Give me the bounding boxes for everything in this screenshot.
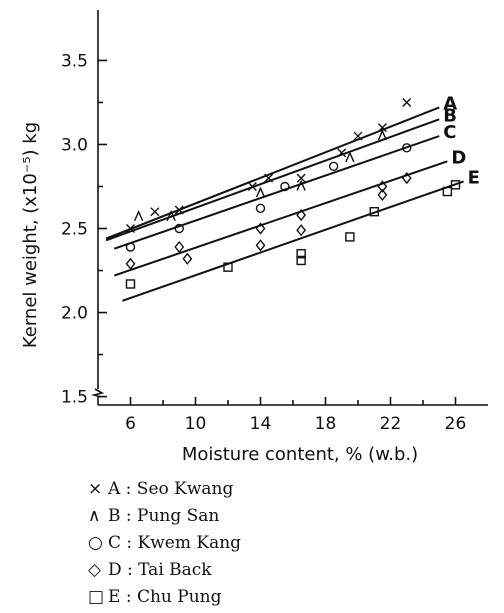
diamond-marker [174,240,185,254]
legend-label: D : Tai Back [108,560,212,580]
diamond-marker [125,257,136,270]
legend-label: A : Seo Kwang [108,479,234,499]
diamond-marker [377,180,388,193]
x-tick-label: 26 [445,414,467,434]
axes: 6 10 14 18 22 26 1.5 2.0 2.5 3.0 3.5 [61,10,488,434]
circle-marker [328,161,339,172]
y-tick-label: 3.5 [61,51,88,71]
square-marker [450,180,461,190]
fit-line-e [122,180,464,302]
diamond-marker [401,171,412,185]
square-marker [369,207,379,217]
caret-marker [166,210,176,222]
diamond-marker-icon: ◇ [88,560,102,580]
circle-marker [125,242,136,252]
circle-marker-icon: ○ [88,533,103,553]
cross-marker [174,205,184,215]
cross-marker [377,123,387,133]
diamond-marker [255,222,266,235]
diamond-marker [296,224,307,237]
line-label-a: A [443,93,457,114]
y-tick-label: 3.0 [61,135,88,155]
data-markers [125,97,461,289]
cross-marker [353,131,363,141]
circle-marker [402,143,412,153]
square-marker [296,255,306,266]
legend-item-d: ◇ D : Tai Back [88,557,488,584]
y-tick-label: 2.0 [61,304,88,324]
line-label-d: D [451,147,466,168]
cross-marker-icon: × [88,479,103,499]
x-tick-label: 22 [380,414,402,434]
y-axis-title: Kernel weight, (x10⁻⁵) kg [20,122,41,348]
fit-lines [105,106,464,302]
diamond-marker [182,252,193,265]
square-marker [125,279,136,289]
x-tick-label: 18 [315,414,337,434]
square-marker [223,262,233,272]
cross-marker [264,173,274,183]
diamond-marker [255,239,266,252]
cross-marker [150,207,160,217]
y-tick-label: 2.5 [61,220,88,240]
legend: × A : Seo Kwang ∧ B : Pung San ○ C : Kwem K… [88,476,488,611]
line-label-b: B [443,105,457,126]
square-marker [296,249,306,259]
cross-marker [402,97,412,107]
caret-marker [345,151,355,163]
cross-marker [296,173,306,183]
caret-marker-icon: ∧ [88,506,101,526]
x-axis-title: Moisture content, % (w.b.) [182,444,418,465]
legend-item-c: ○ C : Kwem Kang [88,530,488,557]
square-marker [345,232,355,242]
cross-marker [126,224,135,234]
x-tick-label: 10 [185,414,207,434]
caret-marker [377,129,388,141]
cross-marker [337,148,347,158]
x-tick-label: 6 [125,414,136,434]
circle-marker [174,223,184,234]
fit-line-b [105,118,440,242]
line-label-e: E [468,167,480,188]
caret-marker [255,186,266,198]
circle-marker [255,203,266,214]
fit-line-a [105,106,440,240]
y-tick-label: 1.5 [61,388,88,408]
legend-item-e: □ E : Chu Pung [88,584,488,611]
diamond-marker [296,208,307,222]
legend-item-a: × A : Seo Kwang [88,476,488,503]
line-label-c: C [443,122,456,143]
caret-marker [133,210,144,222]
legend-item-b: ∧ B : Pung San [88,503,488,530]
legend-label: C : Kwem Kang [108,533,242,553]
square-marker [442,186,453,197]
circle-marker [280,181,290,192]
y-axis-break [90,388,105,398]
fit-line-c [113,135,440,250]
x-tick-label: 14 [250,414,272,434]
fit-line-d [113,160,448,277]
legend-label: E : Chu Pung [108,587,222,607]
diamond-marker [377,188,388,202]
caret-marker [296,179,306,191]
square-marker-icon: □ [88,587,105,607]
legend-label: B : Pung San [108,506,220,526]
cross-marker [247,181,257,191]
